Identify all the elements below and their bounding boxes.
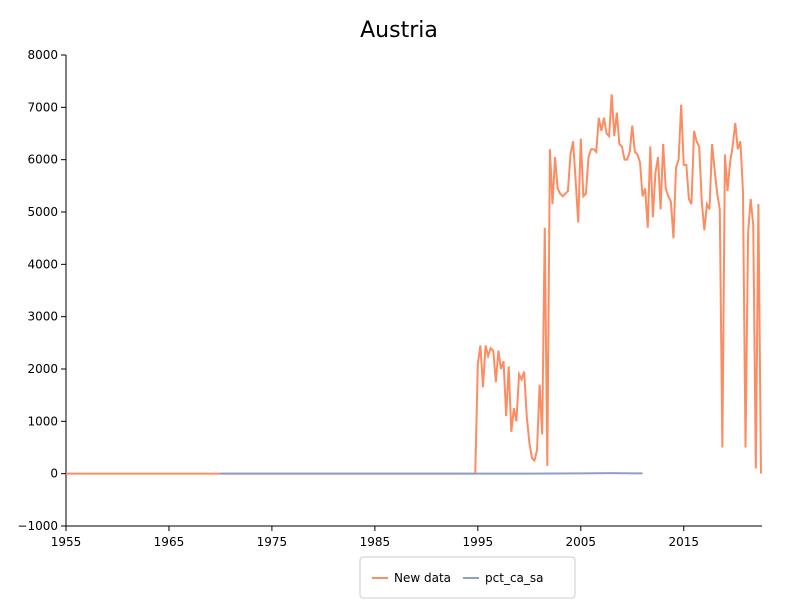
legend-label: pct_ca_sa — [485, 571, 543, 585]
y-tick-label: 4000 — [27, 257, 58, 271]
y-tick-label: 2000 — [27, 362, 58, 376]
x-tick-label: 1965 — [154, 535, 185, 549]
series-line — [66, 94, 762, 475]
series-line — [220, 472, 643, 475]
y-tick-label: 1000 — [27, 414, 58, 428]
x-tick-label: 1995 — [463, 535, 494, 549]
chart-title: Austria — [360, 18, 438, 43]
y-tick-label: 5000 — [27, 205, 58, 219]
y-tick-label: 6000 — [27, 153, 58, 167]
y-tick-label: 3000 — [27, 310, 58, 324]
y-tick-label: −1000 — [17, 519, 58, 533]
y-tick-label: 7000 — [27, 100, 58, 114]
x-tick-label: 1975 — [257, 535, 288, 549]
x-tick-label: 1955 — [51, 535, 82, 549]
y-tick-label: 8000 — [27, 48, 58, 62]
x-tick-label: 2015 — [668, 535, 699, 549]
x-tick-label: 1985 — [360, 535, 391, 549]
y-tick-label: 0 — [50, 467, 58, 481]
x-tick-label: 2005 — [566, 535, 597, 549]
legend-label: New data — [394, 571, 451, 585]
